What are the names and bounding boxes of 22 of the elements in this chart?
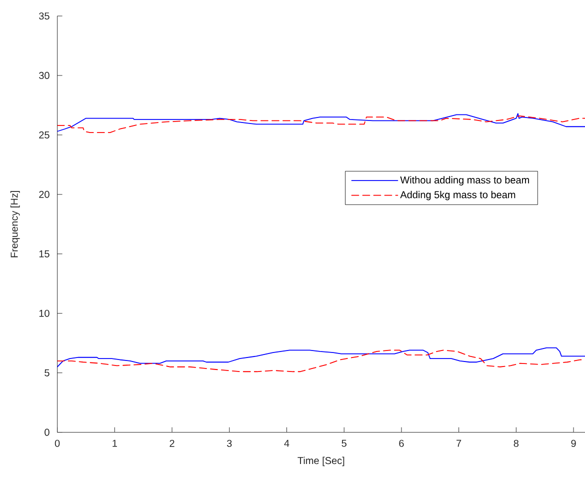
x-tick-label: 6 <box>399 440 404 447</box>
y-tick-label: 35 <box>39 12 50 20</box>
y-tick-label: 20 <box>39 190 50 198</box>
y-tick-label: 25 <box>39 131 50 138</box>
x-tick-label: 4 <box>284 440 290 447</box>
y-tick-label: 10 <box>39 310 50 317</box>
x-tick-label: 1 <box>112 440 117 447</box>
x-tick-label: 5 <box>342 440 346 447</box>
x-axis-title: Time [Sec] <box>298 456 344 466</box>
y-tick-label: 0 <box>44 428 50 436</box>
x-tick-label: 0 <box>54 440 60 447</box>
x-tick-label: 2 <box>170 440 174 447</box>
x-tick-label: 3 <box>226 440 232 447</box>
legend-label: Adding 5kg mass to beam <box>400 190 516 200</box>
y-tick-label: 15 <box>39 250 50 258</box>
y-axis-title: Frequency [Hz] <box>10 190 20 258</box>
y-tick-label: 5 <box>44 369 50 376</box>
y-tick-label: 30 <box>39 72 50 80</box>
x-tick-label: 9 <box>571 440 576 447</box>
x-tick-label: 8 <box>514 440 519 447</box>
legend-label: Withou adding mass to beam <box>400 176 529 186</box>
x-tick-label: 7 <box>456 440 462 447</box>
